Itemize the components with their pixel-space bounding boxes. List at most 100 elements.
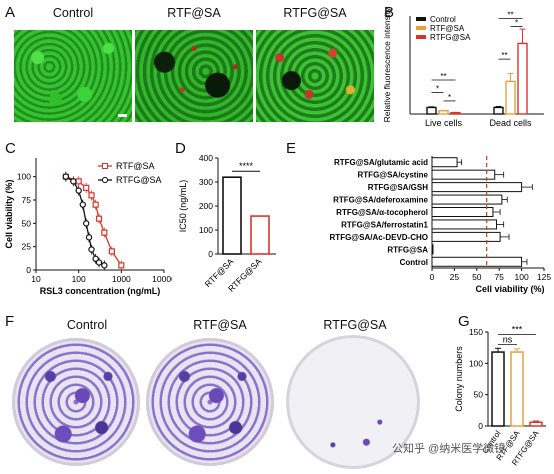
tick-label-y: 100 [199, 225, 213, 235]
bar [529, 421, 543, 427]
tick-label-x: 125 [537, 272, 551, 282]
data-point [101, 229, 108, 236]
data-point [85, 234, 93, 241]
bar [222, 176, 242, 255]
category-label: RTFG@SA/ferrostatin1 [341, 220, 428, 229]
bar [450, 111, 461, 115]
data-point [83, 184, 90, 191]
legend-label: RTFG@SA [116, 175, 161, 185]
tick-label-x: Dead cells [489, 118, 532, 128]
axis-label-y: IC50 (ng/mL) [178, 180, 188, 233]
tick-label-y: 100 [17, 172, 31, 182]
data-point [118, 262, 125, 269]
legend-label: RTF@SA [116, 161, 154, 171]
data-point [79, 201, 87, 208]
panel-letter-a: A [5, 4, 16, 21]
data-point [92, 201, 99, 208]
dish-image-rtf-sa [146, 338, 274, 466]
category-label: RTFG@SA/deferoxamine [333, 196, 428, 205]
tick-label-x: 10 [31, 274, 41, 284]
bar [438, 110, 449, 115]
bar [431, 256, 523, 267]
bar [426, 106, 437, 115]
tick-label-y: 50 [22, 218, 32, 228]
data-point [75, 178, 82, 185]
significance-label: ** [501, 51, 507, 60]
significance-label: *** [512, 325, 523, 335]
tick-label-x: 100 [515, 272, 529, 282]
data-point [75, 187, 82, 194]
significance-label: **** [239, 161, 254, 171]
bar [431, 194, 503, 205]
panel-letter-e: E [286, 140, 297, 157]
tick-label-x: 50 [472, 272, 482, 282]
micro-label-rtfg-sa: RTFG@SA [283, 6, 347, 20]
bar [493, 106, 504, 115]
tick-label-x: 1000 [112, 274, 131, 284]
legend-swatch [416, 35, 426, 39]
data-point [88, 192, 95, 199]
legend-label: RTF@SA [430, 24, 465, 33]
data-point [88, 246, 95, 253]
data-point [82, 220, 90, 227]
significance-label: ** [440, 72, 446, 81]
legend-marker [101, 176, 109, 184]
axis-label-y: Cell viability (%) [4, 179, 14, 248]
bar [250, 215, 270, 255]
bar [431, 231, 501, 242]
chart-b: Relative fluorescence intensity Live cell… [382, 7, 544, 128]
tick-label-x: 75 [494, 272, 504, 282]
panel-letter-c: C [5, 140, 16, 157]
bar [431, 207, 494, 217]
micro-label-rtf-sa: RTF@SA [167, 6, 221, 20]
legend-swatch [416, 26, 426, 30]
tick-label-y: 25 [22, 242, 32, 252]
chart-e: 0 25 50 75 100 125 Cell viability (%) RTFG@SA/g… [330, 156, 551, 294]
axis-label-y: Colony numbers [454, 346, 464, 412]
data-point [108, 248, 115, 255]
axis-label-x: Cell viability (%) [475, 284, 544, 294]
bar [491, 351, 505, 427]
panel-letter-g: G [458, 313, 470, 330]
dish-label-rtf-sa: RTF@SA [193, 318, 247, 332]
category-label: RTFG@SA/GSH [368, 183, 428, 192]
tick-label-x: 25 [450, 272, 460, 282]
data-point [70, 178, 77, 185]
tick-label-y: 0 [478, 421, 483, 431]
category-label: Control [400, 258, 428, 267]
tick-label-x: 10000 [152, 274, 172, 284]
chart-c: 0 25 50 75 100 10 100 1000 10000 RSL3 concentrati… [4, 158, 172, 296]
category-label: RTFG@SA/cystine [358, 171, 429, 180]
significance-label: * [448, 93, 451, 102]
legend-marker [102, 163, 108, 169]
data-point [95, 259, 103, 266]
tick-label-y: 75 [22, 195, 32, 205]
significance-label: ** [507, 11, 513, 20]
bar [431, 169, 496, 180]
dish-image-control [12, 338, 140, 466]
category-label: RTFG@SA/α-tocopherol [336, 208, 428, 217]
dish-label-control: Control [66, 318, 108, 332]
category-label: RTFG@SA/glutamic acid [334, 158, 428, 167]
legend-swatch [416, 17, 426, 21]
legend-label: Control [430, 15, 456, 24]
tick-label-x: Live cells [425, 118, 463, 128]
bar [431, 244, 434, 255]
micro-image-rtf-sa [135, 30, 253, 122]
tick-label-x: 0 [430, 272, 435, 282]
data-point [95, 215, 103, 222]
panel-letter-f: F [5, 313, 15, 330]
micro-image-rtfg-sa [256, 30, 374, 122]
significance-label: * [515, 18, 518, 27]
data-point [62, 173, 70, 180]
category-label: RTFG@SA/Ac-DEVD-CHO [330, 233, 428, 242]
tick-label-y: 0 [26, 265, 31, 275]
bar [431, 157, 458, 168]
micro-image-control [14, 30, 132, 122]
dish-image-rtfg-sa [286, 335, 420, 469]
tick-label-y: 150 [469, 327, 483, 337]
tick-label-y: 100 [469, 358, 483, 368]
scale-bar [118, 114, 127, 117]
